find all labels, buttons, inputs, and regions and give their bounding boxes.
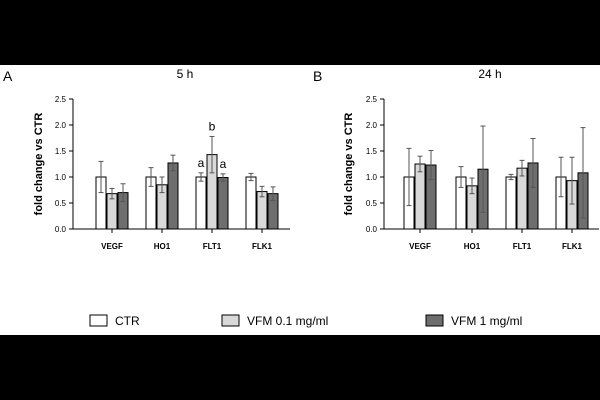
- y-tick-label: 1.5: [366, 147, 378, 156]
- bar-ctr-flt1: [195, 176, 207, 230]
- y-tick-label: 2.5: [366, 95, 378, 104]
- chart-panel-a: A 5 h fold change vs CTR 0.0 0.5 1.0 1.5 2.0 2.5…: [3, 67, 290, 251]
- legend-item-vfm-0-1-mg-ml: VFM 0.1 mg/ml: [221, 314, 328, 328]
- x-tick-label: VEGF: [409, 242, 431, 251]
- legend-item-vfm-1-mg-ml: VFM 1 mg/ml: [425, 314, 522, 328]
- y-tick-label: 2.0: [55, 121, 67, 130]
- bar-charts: A 5 h fold change vs CTR 0.0 0.5 1.0 1.5 2.0 2.5…: [3, 67, 599, 328]
- bar-vfm-0-1-mg-ml-flt1: [516, 167, 528, 230]
- legend: CTR VFM 0.1 mg/ml VFM 1 mg/ml: [89, 314, 522, 328]
- x-tick-label: FLK1: [562, 242, 583, 251]
- bar-vfm-1-mg-ml-ho1: [167, 162, 179, 230]
- x-tick-label: FLT1: [513, 242, 532, 251]
- legend-swatch: [89, 314, 108, 327]
- bar-ctr-flt1: [505, 176, 517, 230]
- legend-item-ctr: CTR: [89, 314, 140, 328]
- chart-panel-b: B 24 h fold change vs CTR 0.0 0.5 1.0 1.5 2.0 2.…: [313, 67, 599, 251]
- panel-label: A: [3, 68, 13, 84]
- legend-label: CTR: [115, 314, 140, 328]
- chart-title: 24 h: [478, 67, 501, 81]
- bar-vfm-0-1-mg-ml-vegf: [414, 163, 426, 230]
- y-tick-label: 1.0: [55, 173, 67, 182]
- bar-vfm-1-mg-ml-flt1: [217, 177, 229, 230]
- y-tick-label: 1.0: [366, 173, 378, 182]
- legend-label: VFM 1 mg/ml: [451, 314, 522, 328]
- x-tick-label: VEGF: [101, 242, 123, 251]
- y-tick-label: 2.5: [55, 95, 67, 104]
- x-tick-label: HO1: [464, 242, 481, 251]
- significance-label: b: [209, 119, 216, 133]
- legend-swatch: [425, 314, 444, 327]
- figure: A 5 h fold change vs CTR 0.0 0.5 1.0 1.5 2.0 2.5…: [0, 65, 600, 335]
- panel-label: B: [313, 68, 322, 84]
- y-tick-label: 0.0: [366, 225, 378, 234]
- y-tick-label: 0.5: [366, 199, 378, 208]
- y-axis-label: fold change vs CTR: [33, 113, 45, 216]
- significance-label: a: [220, 157, 227, 171]
- legend-label: VFM 0.1 mg/ml: [247, 314, 328, 328]
- y-tick-label: 0.5: [55, 199, 67, 208]
- y-tick-label: 2.0: [366, 121, 378, 130]
- significance-label: a: [198, 156, 205, 170]
- x-tick-label: HO1: [154, 242, 171, 251]
- y-tick-label: 0.0: [55, 225, 67, 234]
- chart-title: 5 h: [177, 67, 194, 81]
- y-tick-label: 1.5: [55, 147, 67, 156]
- y-axis-label: fold change vs CTR: [343, 113, 355, 216]
- x-tick-label: FLT1: [203, 242, 222, 251]
- bar-ctr-flk1: [245, 176, 257, 230]
- legend-swatch: [221, 314, 240, 327]
- x-tick-label: FLK1: [252, 242, 273, 251]
